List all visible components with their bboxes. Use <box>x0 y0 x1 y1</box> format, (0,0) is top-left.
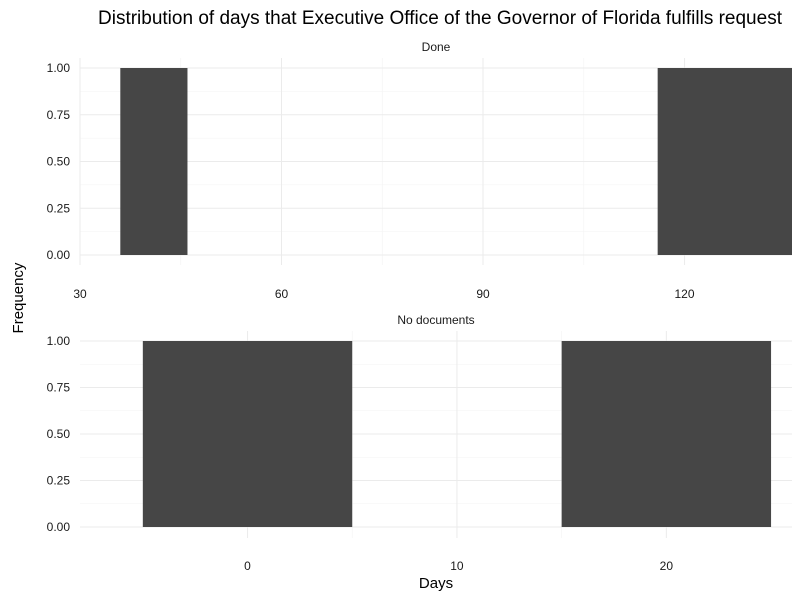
histogram-bar <box>561 341 772 527</box>
histogram-bar <box>120 68 188 255</box>
y-tick-label: 1.00 <box>47 334 71 348</box>
facet-label-no-documents: No documents <box>397 313 474 327</box>
y-tick-label: 0.00 <box>47 520 71 534</box>
chart-title: Distribution of days that Executive Offi… <box>98 8 783 29</box>
y-tick-label: 0.75 <box>47 381 71 395</box>
y-tick-label: 0.25 <box>47 201 71 215</box>
facet-label-done: Done <box>422 40 451 54</box>
y-tick-label: 0.25 <box>47 474 71 488</box>
x-tick-label: 20 <box>660 559 674 573</box>
x-tick-label: 0 <box>244 559 251 573</box>
x-tick-label: 120 <box>675 287 695 301</box>
y-tick-label: 0.50 <box>47 155 71 169</box>
y-tick-label: 0.50 <box>47 427 71 441</box>
x-axis-title: Days <box>419 575 453 592</box>
panel-done: Done 0.00 0.25 0.50 0.75 1.00 30 60 90 120 <box>47 40 792 301</box>
histogram-bar <box>657 68 792 255</box>
x-tick-label: 90 <box>476 287 490 301</box>
x-tick-label: 10 <box>450 559 464 573</box>
y-tick-label: 1.00 <box>47 61 71 75</box>
x-tick-label: 60 <box>275 287 289 301</box>
y-axis-title: Frequency <box>10 262 27 333</box>
histogram-bar <box>142 341 353 527</box>
panel-no-documents: No documents 0.00 0.25 0.50 0.75 1.00 0 10 20 <box>47 313 792 573</box>
y-tick-label: 0.00 <box>47 248 71 262</box>
x-tick-label: 30 <box>73 287 87 301</box>
y-tick-label: 0.75 <box>47 108 71 122</box>
